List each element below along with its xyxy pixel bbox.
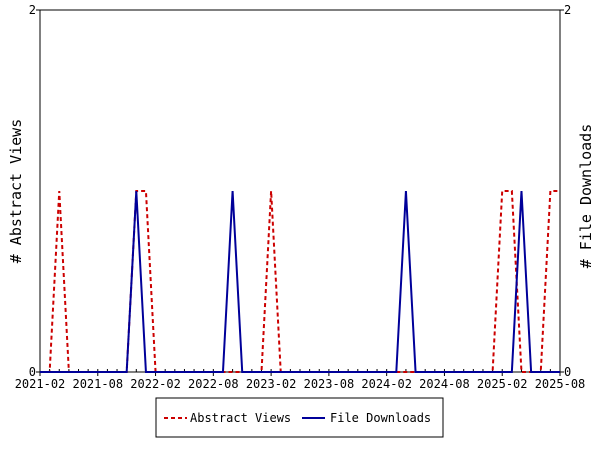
x-tick-label: 2025-08 [535,377,586,391]
legend-box [155,397,444,438]
legend: Abstract Views File Downloads [155,397,444,438]
x-tick-label: 2024-08 [419,377,470,391]
y-tick-label-right: 2 [564,3,571,17]
x-tick-label: 2022-02 [130,377,181,391]
x-tick-label: 2023-08 [304,377,355,391]
legend-label-abstract-views: Abstract Views [190,411,291,425]
y-tick-label-right: 0 [564,365,571,379]
x-tick-label: 2022-08 [188,377,239,391]
plot-frame [39,9,561,373]
x-tick-label: 2021-08 [72,377,123,391]
legend-label-file-downloads: File Downloads [330,411,431,425]
y-axis-label-left: # Abstract Views [7,119,25,264]
x-tick-label: 2023-02 [246,377,297,391]
series-line-abstract-views [40,190,560,373]
y-tick-label-left: 0 [29,365,36,379]
x-tick-label: 2025-02 [477,377,528,391]
y-tick-label-left: 2 [29,3,36,17]
series-line-file-downloads [40,190,560,373]
x-tick-label: 2021-02 [15,377,66,391]
y-axis-label-right: # File Downloads [577,124,595,269]
x-tick-label: 2024-02 [361,377,412,391]
